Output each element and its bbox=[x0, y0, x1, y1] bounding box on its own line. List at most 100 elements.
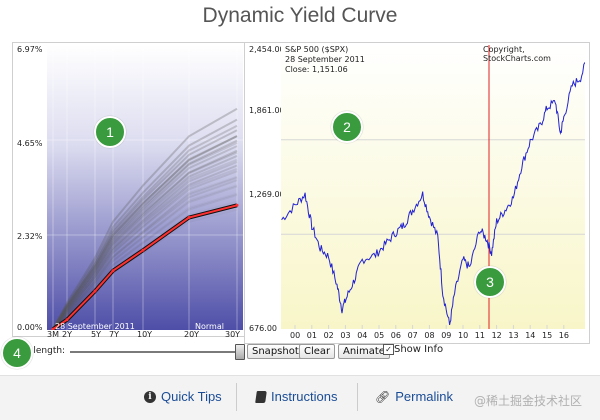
permalink-link[interactable]: 🔗︎ Permalink bbox=[375, 389, 453, 404]
yield-point-3M bbox=[51, 327, 55, 330]
badge-1: 1 bbox=[94, 116, 126, 148]
historical-curve bbox=[52, 176, 238, 330]
historical-curve bbox=[52, 149, 238, 330]
spx-date: 28 September 2011 bbox=[285, 55, 365, 64]
instructions-link[interactable]: Instructions bbox=[255, 389, 338, 404]
historical-curve bbox=[52, 170, 238, 330]
historical-curve bbox=[52, 135, 238, 330]
book-icon bbox=[255, 390, 267, 403]
spx-x-label: 11 bbox=[474, 331, 485, 340]
spx-plot bbox=[281, 45, 585, 329]
spx-close: Close: 1,151.06 bbox=[285, 65, 348, 74]
show-info-checkbox[interactable]: ✓ bbox=[383, 344, 394, 355]
historical-curve bbox=[52, 118, 238, 330]
spx-y-label-bottom: 676.00 bbox=[249, 324, 277, 333]
spx-y-label-mid-high: 1,861.00 bbox=[249, 106, 285, 115]
yield-point-20Y bbox=[187, 216, 191, 220]
spx-x-label: 01 bbox=[306, 331, 317, 340]
historical-curve bbox=[52, 145, 238, 330]
spx-x-label: 06 bbox=[390, 331, 401, 340]
historical-curve bbox=[52, 164, 238, 330]
x-label-2y: 2Y bbox=[62, 330, 72, 339]
spx-panel[interactable]: 2,454.00 1,861.00 1,269.00 676.00 S&P 50… bbox=[244, 42, 590, 344]
historical-curve bbox=[52, 141, 238, 330]
x-label-30y: 30Y bbox=[225, 330, 241, 339]
permalink-label: Permalink bbox=[395, 389, 454, 404]
historical-curve bbox=[52, 151, 238, 330]
historical-curve bbox=[52, 124, 238, 330]
tail-length-label: l length: bbox=[28, 346, 66, 356]
spx-header: S&P 500 ($SPX) bbox=[285, 45, 349, 54]
spx-x-label: 02 bbox=[323, 331, 334, 340]
historical-curve bbox=[52, 139, 238, 330]
spx-y-label-mid-low: 1,269.00 bbox=[249, 190, 285, 199]
spx-x-label: 00 bbox=[290, 331, 301, 340]
footer-bar bbox=[0, 375, 600, 420]
yield-point-7Y bbox=[111, 269, 115, 273]
info-icon: i bbox=[144, 390, 156, 403]
historical-curve bbox=[52, 107, 238, 330]
footer-divider-2 bbox=[357, 383, 358, 411]
link-icon: 🔗︎ bbox=[375, 389, 391, 404]
historical-curve bbox=[52, 193, 238, 330]
spx-x-axis: 00 01 02 03 04 05 06 07 08 09 10 11 12 13 14 15 16 bbox=[281, 331, 585, 341]
spx-copyright: Copyright, StockCharts.com bbox=[483, 45, 551, 63]
spx-x-label: 12 bbox=[491, 331, 502, 340]
historical-curve bbox=[52, 179, 238, 330]
historical-curve bbox=[52, 135, 238, 330]
y-label-mid-low: 2.32% bbox=[17, 232, 43, 241]
spx-x-label: 14 bbox=[525, 331, 536, 340]
historical-curve bbox=[52, 129, 238, 330]
x-label-20y: 20Y bbox=[184, 330, 200, 339]
spx-x-label: 10 bbox=[458, 331, 469, 340]
historical-curve bbox=[52, 175, 238, 330]
footer-divider-1 bbox=[236, 383, 237, 411]
watermark: @稀土掘金技术社区 bbox=[474, 394, 583, 408]
historical-curve bbox=[52, 184, 238, 330]
spx-x-label: 08 bbox=[424, 331, 435, 340]
x-label-5y: 5Y bbox=[91, 330, 101, 339]
x-label-7y: 7Y bbox=[109, 330, 119, 339]
yield-point-30Y bbox=[235, 203, 239, 207]
spx-x-label: 09 bbox=[441, 331, 452, 340]
yield-curve-panel[interactable]: 6.97% 4.65% 2.32% 0.00% 28 September 201… bbox=[12, 42, 247, 339]
clear-button[interactable]: Clear bbox=[299, 344, 336, 359]
x-label-3m: 3M bbox=[47, 330, 59, 339]
yield-date-label: 28 September 2011 bbox=[55, 322, 135, 331]
spx-x-label: 07 bbox=[407, 331, 418, 340]
historical-curve bbox=[52, 158, 238, 330]
tail-length-slider-handle[interactable] bbox=[235, 344, 245, 360]
x-label-10y: 10Y bbox=[137, 330, 153, 339]
instructions-label: Instructions bbox=[271, 389, 338, 404]
y-label-top: 6.97% bbox=[17, 45, 43, 54]
spx-x-label: 05 bbox=[374, 331, 385, 340]
spx-x-label: 04 bbox=[357, 331, 368, 340]
yield-curve-plot bbox=[47, 45, 243, 330]
badge-4: 4 bbox=[1, 337, 33, 369]
historical-curve bbox=[52, 167, 238, 330]
show-info-label: Show Info bbox=[394, 344, 444, 355]
y-label-mid-high: 4.65% bbox=[17, 139, 43, 148]
show-info-toggle[interactable]: ✓ Show Info bbox=[383, 344, 443, 355]
spx-x-label: 15 bbox=[542, 331, 553, 340]
historical-curve bbox=[52, 161, 238, 330]
spx-x-label: 13 bbox=[508, 331, 519, 340]
historical-curve bbox=[52, 155, 238, 330]
page-title: Dynamic Yield Curve bbox=[202, 4, 398, 27]
yield-status-label: Normal bbox=[195, 322, 224, 331]
tail-length-slider-track[interactable] bbox=[70, 351, 236, 353]
spx-y-label-top: 2,454.00 bbox=[249, 45, 285, 54]
snapshot-button[interactable]: Snapshot bbox=[247, 344, 304, 359]
badge-2: 2 bbox=[331, 111, 363, 143]
y-label-bottom: 0.00% bbox=[17, 323, 43, 332]
yield-point-2Y bbox=[65, 318, 69, 322]
quick-tips-label: Quick Tips bbox=[161, 389, 222, 404]
quick-tips-link[interactable]: i Quick Tips bbox=[144, 389, 222, 404]
spx-price-line bbox=[281, 61, 585, 325]
yield-point-5Y bbox=[93, 289, 97, 293]
spx-x-label: 03 bbox=[340, 331, 351, 340]
spx-x-label: 16 bbox=[558, 331, 569, 340]
historical-curve bbox=[52, 185, 238, 330]
badge-3: 3 bbox=[474, 266, 506, 298]
yield-point-10Y bbox=[141, 248, 145, 252]
